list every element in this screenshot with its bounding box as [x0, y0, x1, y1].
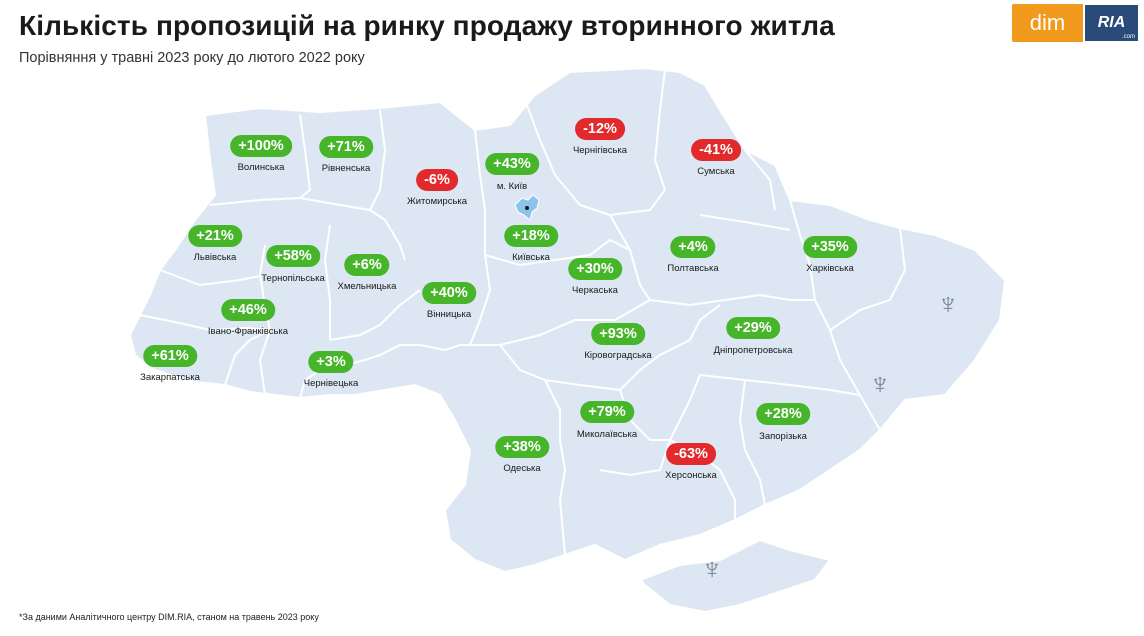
logo-ria: RIA .com: [1085, 5, 1138, 41]
region-name: Запорізька: [759, 431, 807, 442]
trident-icon: ♆: [936, 288, 960, 321]
kyiv-marker: [525, 206, 529, 210]
region-value: +43%: [485, 153, 539, 175]
region-value: +100%: [230, 135, 292, 157]
region-name: Хмельницька: [337, 281, 397, 292]
region-value: +3%: [308, 351, 354, 373]
region-value: -63%: [666, 443, 716, 465]
region-value: +29%: [726, 317, 780, 339]
ukraine-outline: [128, 66, 1007, 614]
region-name: Одеська: [503, 463, 541, 474]
region-value: +30%: [568, 258, 622, 280]
region-name: Сумська: [697, 166, 735, 177]
region-value: +79%: [580, 401, 634, 423]
dim-ria-logo: dim RIA .com: [1012, 4, 1138, 42]
region-name: Львівська: [193, 252, 237, 263]
region-value: +93%: [591, 323, 645, 345]
footnote: *За даними Аналітичного центру DIM.RIA, …: [19, 612, 319, 622]
region-borders: [139, 69, 907, 556]
region-value: +6%: [344, 254, 390, 276]
region-name: Херсонська: [665, 470, 717, 481]
region-value: +61%: [143, 345, 197, 367]
logo-ria-suffix: .com: [1121, 34, 1135, 40]
region-name: м. Київ: [496, 181, 528, 192]
region-value: -41%: [691, 139, 741, 161]
region-value: +46%: [221, 299, 275, 321]
region-name: Миколаївська: [576, 429, 638, 440]
region-name: Полтавська: [667, 263, 719, 274]
region-name: Дніпропетровська: [713, 345, 793, 356]
region-value: +71%: [319, 136, 373, 158]
page-title: Кількість пропозицій на ринку продажу вт…: [19, 10, 835, 41]
region-name: Чернігівська: [572, 145, 628, 156]
region-name: Тернопільська: [261, 273, 325, 284]
region-value: +4%: [670, 236, 716, 258]
region-name: Рівненська: [321, 163, 371, 174]
region-value: +21%: [188, 225, 242, 247]
trident-icon: ♆: [700, 553, 724, 586]
region-value: +18%: [504, 225, 558, 247]
logo-ria-text: RIA: [1097, 14, 1126, 31]
region-name: Житомирська: [406, 196, 468, 207]
region-value: +35%: [803, 236, 857, 258]
region-name: Чернівецька: [303, 378, 359, 389]
trident-icon: ♆: [868, 368, 892, 401]
page-subtitle: Порівняння у травні 2023 року до лютого …: [19, 50, 365, 66]
region-name: Волинська: [237, 162, 285, 173]
region-name: Вінницька: [426, 309, 472, 320]
region-value: -12%: [575, 118, 625, 140]
region-name: Черкаська: [572, 285, 618, 296]
region-value: +38%: [495, 436, 549, 458]
region-name: Кіровоградська: [584, 350, 652, 361]
region-name: Харківська: [806, 263, 854, 274]
region-value: +58%: [266, 245, 320, 267]
region-value: +40%: [422, 282, 476, 304]
region-name: Закарпатська: [140, 372, 200, 383]
region-value: +28%: [756, 403, 810, 425]
region-value: -6%: [416, 169, 458, 191]
logo-dim: dim: [1012, 4, 1083, 42]
region-name: Івано-Франківська: [207, 326, 289, 337]
region-name: Київська: [512, 252, 550, 263]
